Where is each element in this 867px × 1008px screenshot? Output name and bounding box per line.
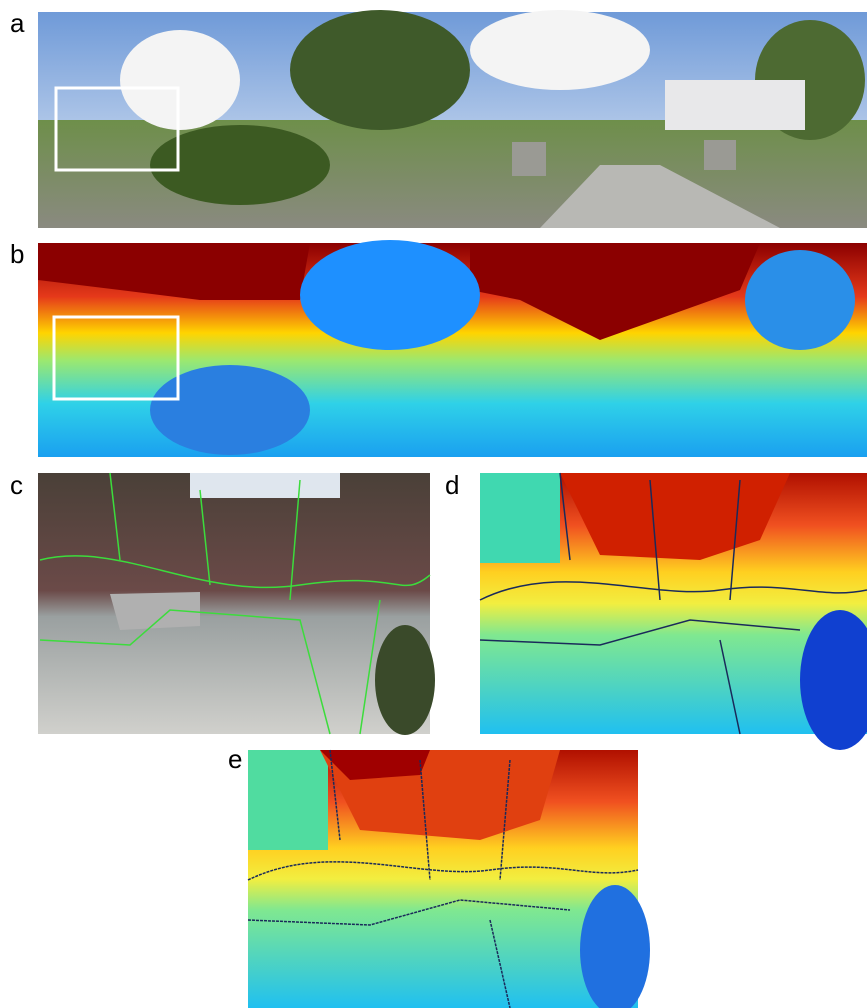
depth-map [38,240,867,457]
panel-label: b [10,239,24,269]
segment-depth-map [480,473,867,750]
panel-label: d [445,470,459,500]
panel-label: c [10,470,23,500]
panel-label: a [10,8,25,38]
segmented-photo [38,473,435,735]
figure: a b c d [0,0,867,1008]
panel-label: e [228,744,242,774]
panorama-photo [38,10,867,228]
segment-depth-map-boundaries [248,750,650,1008]
